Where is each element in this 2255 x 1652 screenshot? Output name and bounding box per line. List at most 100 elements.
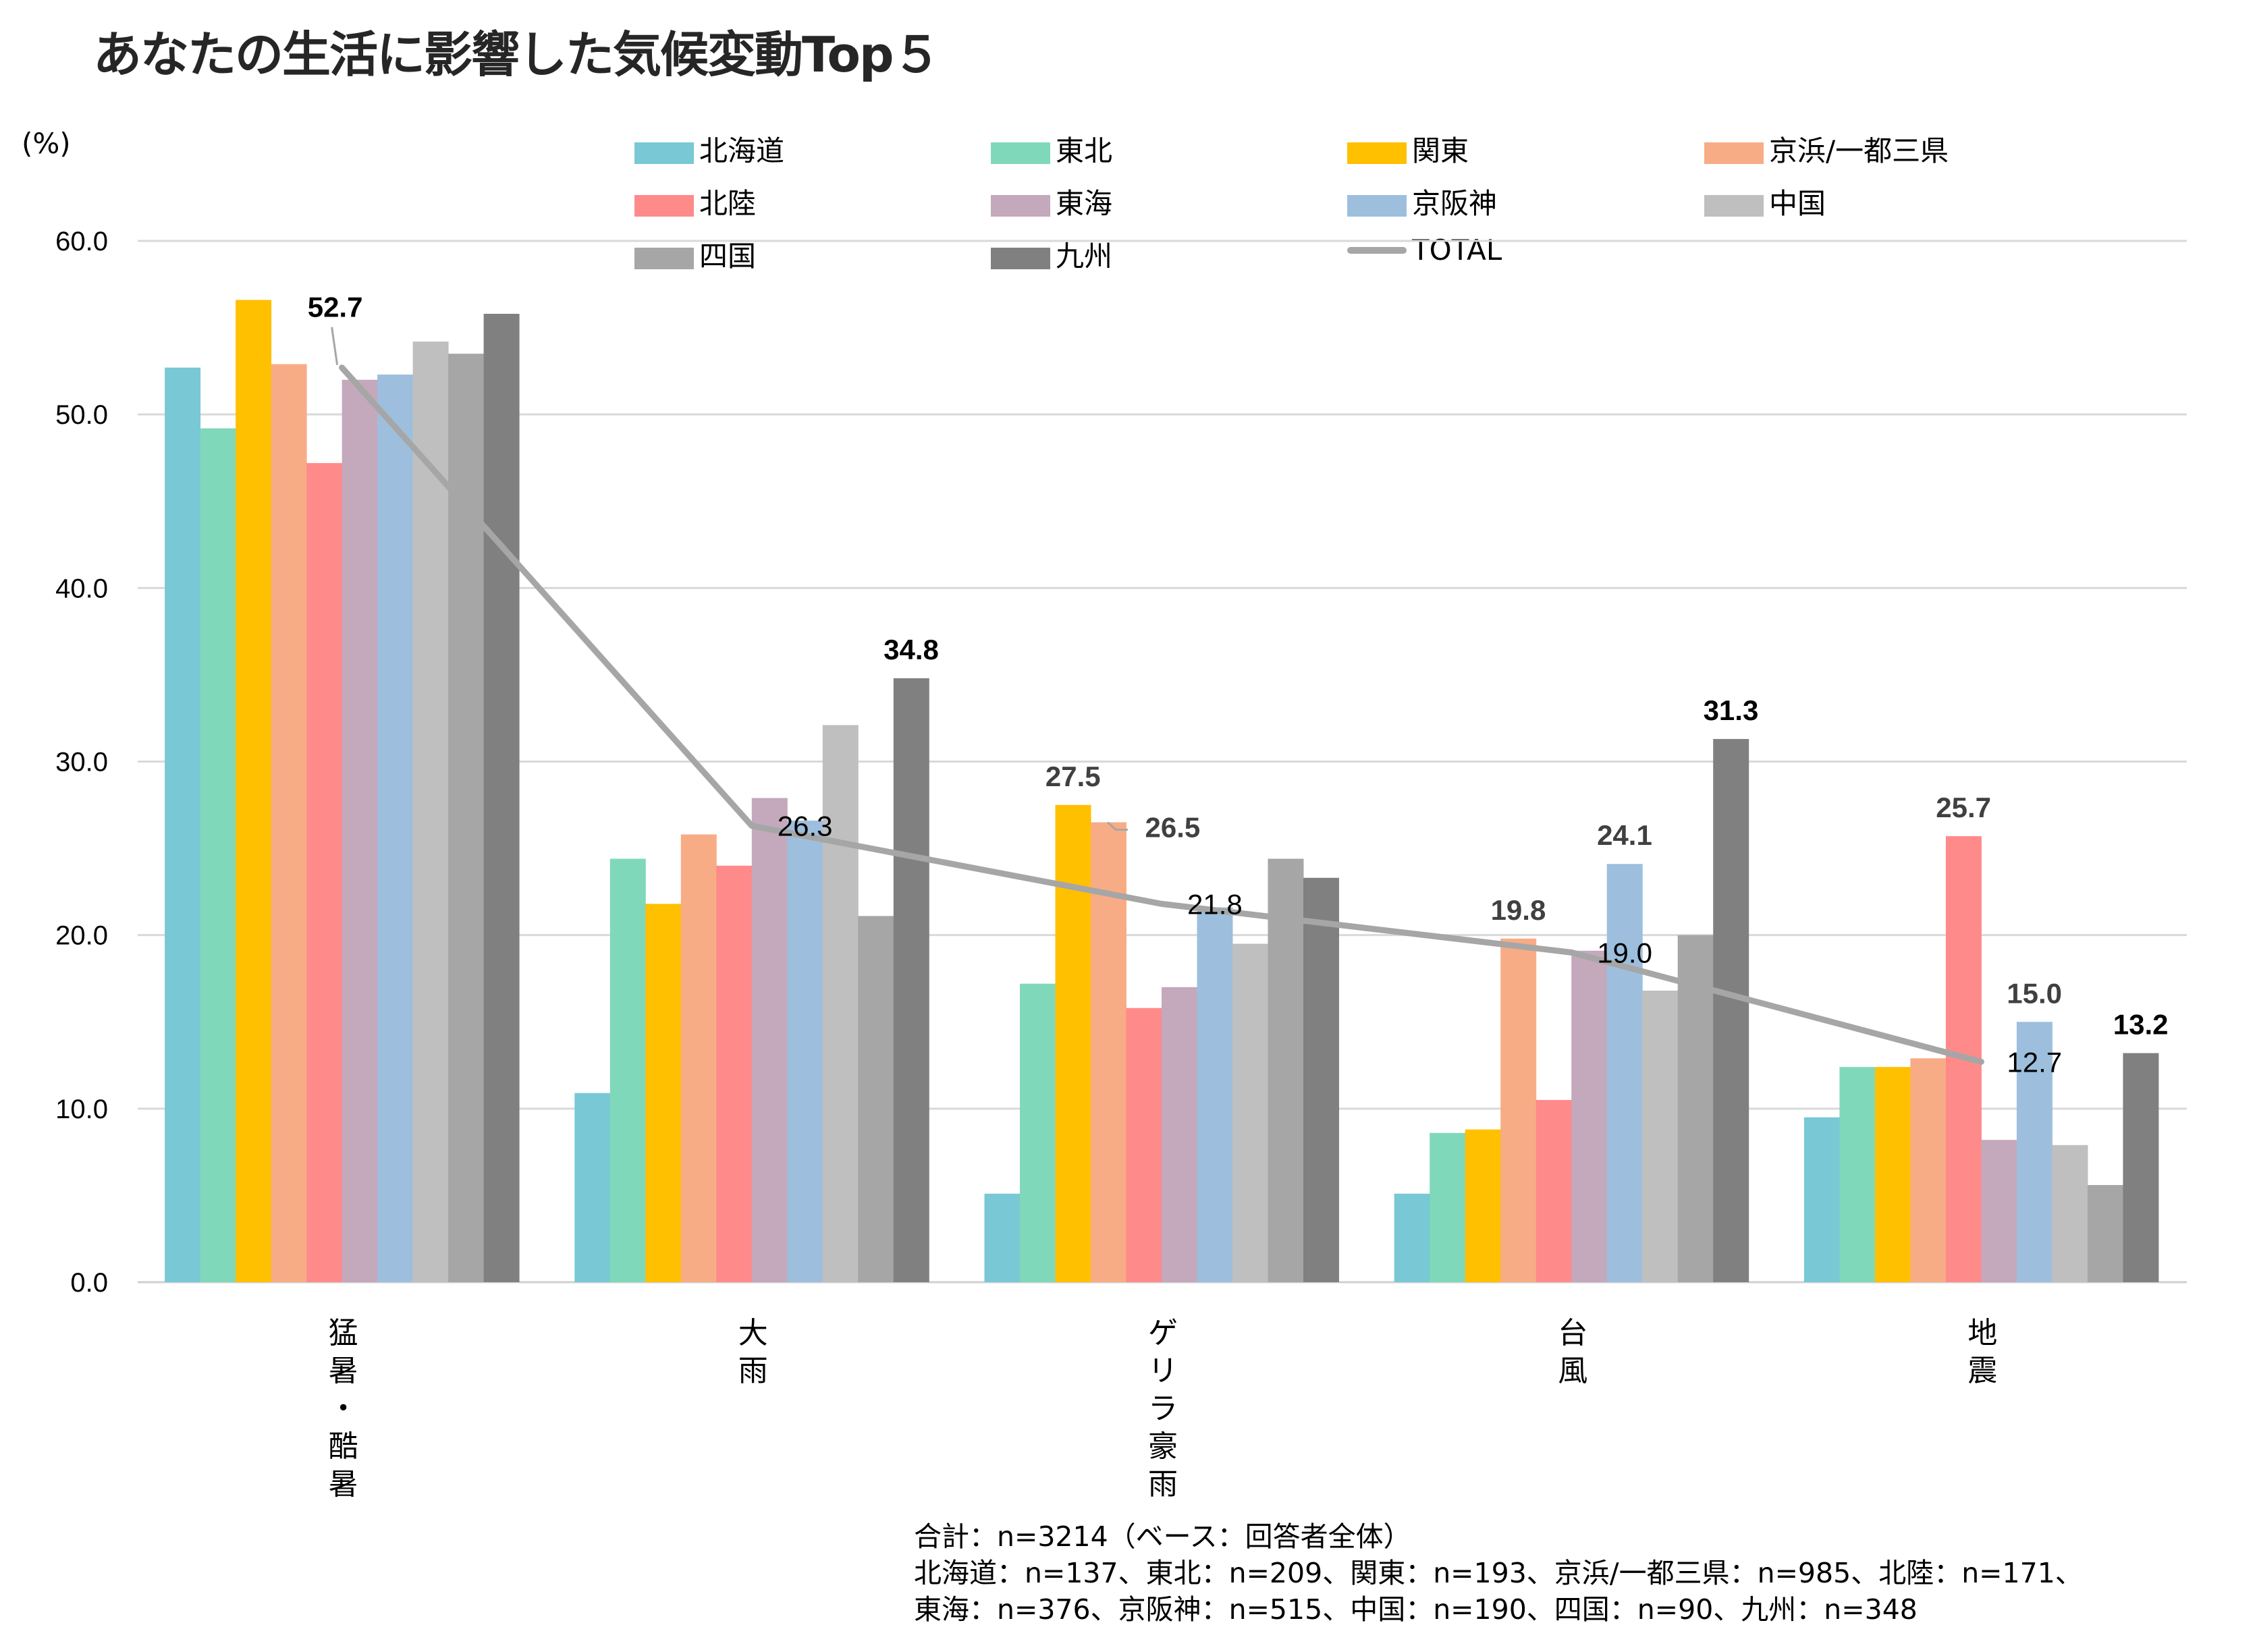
bar xyxy=(1571,950,1608,1282)
bar xyxy=(412,341,449,1282)
data-label: 19.0 xyxy=(1597,937,1652,968)
bar xyxy=(787,820,823,1282)
legend-color-swatch xyxy=(1704,142,1764,164)
legend-item: 京阪神 xyxy=(1347,181,1497,222)
data-label: 19.8 xyxy=(1491,894,1546,926)
y-tick-label: 30.0 xyxy=(55,748,108,777)
legend-item: 四国 xyxy=(634,233,756,275)
x-category-label: 大 xyxy=(738,1316,768,1350)
footnote-line: 北海道：n=137、東北：n=209、関東：n=193、京浜/一都三県：n=98… xyxy=(914,1557,2083,1589)
footnote-line: 東海：n=376、京阪神：n=515、中国：n=190、四国：n=90、九州：n… xyxy=(914,1593,1918,1626)
bar xyxy=(377,375,414,1282)
bar xyxy=(483,314,520,1282)
legend-label: TOTAL xyxy=(1412,233,1502,267)
bar xyxy=(1126,1008,1162,1282)
x-category-label: 暑 xyxy=(329,1467,358,1502)
legend-color-swatch xyxy=(1347,194,1407,217)
legend-label: 東海 xyxy=(1056,187,1113,220)
legend-color-swatch xyxy=(1704,194,1764,217)
legend-label: 北陸 xyxy=(699,187,757,220)
bar xyxy=(1713,739,1749,1282)
bar xyxy=(1500,938,1537,1282)
x-category-label: 暑 xyxy=(329,1354,358,1388)
bar xyxy=(609,858,646,1282)
bar xyxy=(1874,1067,1911,1282)
bar xyxy=(1677,935,1714,1282)
y-tick-label: 50.0 xyxy=(55,400,108,430)
legend-color-swatch xyxy=(634,142,694,164)
legend-color-swatch xyxy=(991,247,1050,269)
legend-color-swatch xyxy=(991,142,1050,164)
legend-label: 東北 xyxy=(1056,134,1113,167)
legend: 北海道 東北 関東 京浜/一都三県 北陸 東海 京阪神 中国 四国 九州 TOTAL xyxy=(634,128,2052,290)
legend-item: 北陸 xyxy=(634,181,756,222)
legend-item: 東海 xyxy=(991,181,1112,222)
bar xyxy=(1536,1099,1572,1282)
bar xyxy=(2052,1145,2088,1282)
bar xyxy=(342,379,378,1282)
bar xyxy=(306,463,343,1282)
bar xyxy=(1803,1117,1840,1282)
x-category-label: 猛 xyxy=(329,1316,358,1350)
legend-item: 北海道 xyxy=(634,128,784,169)
bar xyxy=(1020,983,1056,1282)
bar xyxy=(893,678,929,1282)
x-category-label: 雨 xyxy=(1148,1467,1178,1502)
bar xyxy=(858,916,894,1282)
y-tick-label: 20.0 xyxy=(55,921,108,951)
bar xyxy=(574,1093,611,1282)
x-category-label: ラ xyxy=(1148,1392,1178,1426)
bar xyxy=(2016,1022,2053,1282)
bar xyxy=(822,725,859,1282)
legend-color-swatch xyxy=(991,194,1050,217)
footnote-line: 合計：n=3214（ベース：回答者全体） xyxy=(914,1520,1411,1553)
bar xyxy=(1303,877,1339,1282)
x-category-label: 風 xyxy=(1558,1354,1587,1388)
total-line xyxy=(339,364,1984,1065)
data-label: 26.5 xyxy=(1145,812,1201,844)
data-label: 12.7 xyxy=(2007,1046,2062,1078)
leader-line xyxy=(1106,821,1128,831)
bar xyxy=(236,300,272,1283)
bar xyxy=(200,428,236,1282)
data-label: 26.3 xyxy=(778,810,833,842)
bar xyxy=(1430,1132,1466,1282)
x-category-label: ・ xyxy=(329,1392,358,1426)
legend-label: 四国 xyxy=(699,240,757,273)
bar xyxy=(1162,987,1197,1282)
bar xyxy=(751,798,788,1282)
x-category-label: 酷 xyxy=(329,1429,358,1464)
legend-line-swatch xyxy=(1347,246,1407,254)
footnote: 合計：n=3214（ベース：回答者全体） 北海道：n=137、東北：n=209、… xyxy=(914,1518,2083,1628)
x-category-label: 雨 xyxy=(738,1354,768,1388)
y-tick-label: 0.0 xyxy=(70,1268,108,1298)
legend-item: 中国 xyxy=(1704,181,1826,222)
data-label: 21.8 xyxy=(1187,888,1243,920)
legend-item: 京浜/一都三県 xyxy=(1704,128,1949,169)
legend-item: 関東 xyxy=(1347,128,1469,169)
bar xyxy=(1268,858,1304,1282)
legend-item: 東北 xyxy=(991,128,1112,169)
x-category-label: 豪 xyxy=(1148,1429,1178,1464)
legend-color-swatch xyxy=(634,247,694,269)
data-label: 34.8 xyxy=(884,634,939,665)
bar xyxy=(1910,1058,1947,1282)
bar xyxy=(165,367,201,1282)
data-label: 13.2 xyxy=(2113,1009,2169,1041)
bar xyxy=(1606,864,1643,1282)
legend-color-swatch xyxy=(634,194,694,217)
legend-item: TOTAL xyxy=(1347,233,1502,267)
legend-label: 京阪神 xyxy=(1412,187,1498,220)
data-label: 15.0 xyxy=(2007,977,2062,1009)
x-category-label: 震 xyxy=(1967,1354,1997,1388)
bar xyxy=(1839,1067,1876,1282)
bar xyxy=(984,1193,1021,1282)
bar xyxy=(2087,1184,2123,1282)
x-category-label: 地 xyxy=(1967,1316,1997,1350)
legend-label: 北海道 xyxy=(699,134,785,167)
data-label: 31.3 xyxy=(1704,694,1759,726)
x-category-label: 台 xyxy=(1558,1316,1587,1350)
bar xyxy=(1197,907,1233,1282)
data-label: 52.7 xyxy=(308,292,363,323)
